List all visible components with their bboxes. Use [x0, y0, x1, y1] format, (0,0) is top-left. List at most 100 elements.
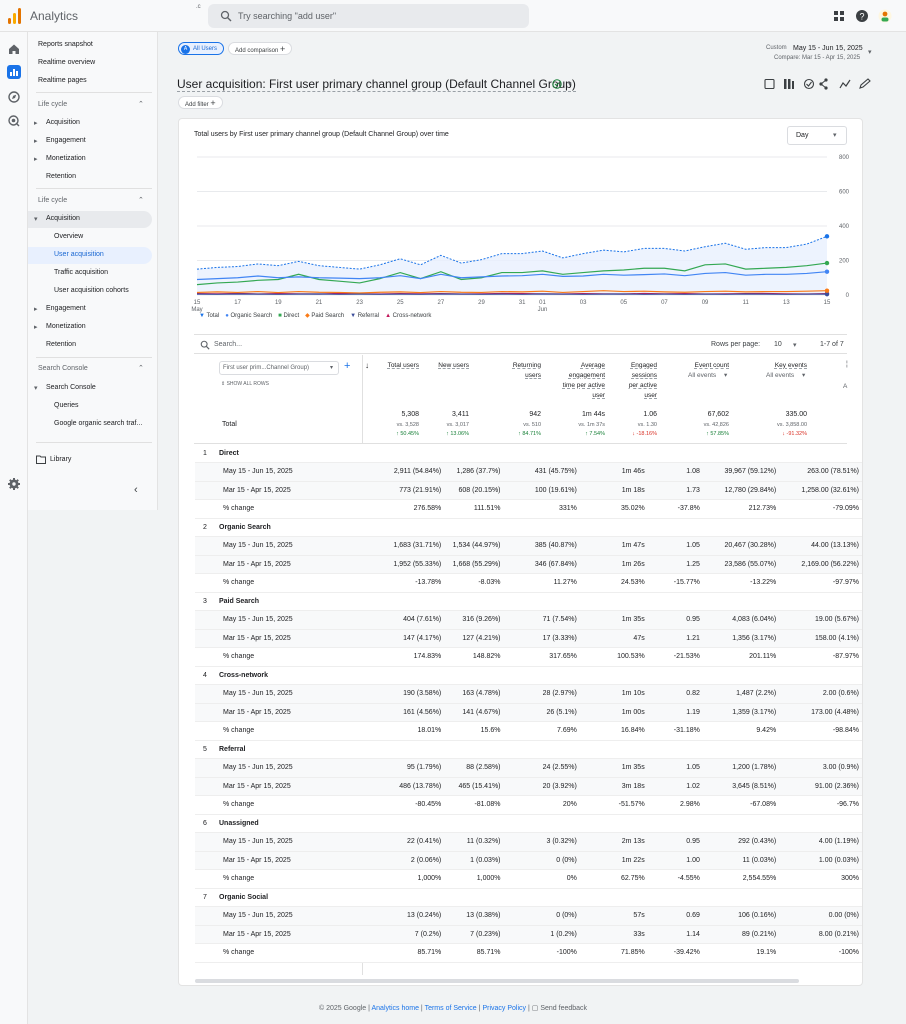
- table-group-row[interactable]: 1 Direct: [195, 444, 862, 463]
- collapse-nav-icon[interactable]: ‹: [134, 484, 138, 496]
- table-group-row[interactable]: 2 Organic Search: [195, 518, 862, 537]
- reports-icon[interactable]: [7, 65, 21, 79]
- all-users-chip[interactable]: A All Users: [178, 42, 225, 55]
- table-row[interactable]: May 15 - Jun 15, 2025 1,683 (31.71%) 1,534…: [195, 536, 862, 555]
- nav-queries[interactable]: Queries: [54, 402, 79, 409]
- column-header[interactable]: New users: [438, 362, 469, 369]
- show-all-rows-button[interactable]: ⇕ SHOW ALL ROWS: [221, 381, 269, 387]
- series-line-direct[interactable]: [196, 262, 828, 286]
- nav-monetization-2[interactable]: Monetization: [46, 323, 86, 330]
- add-filter-button[interactable]: Add filter +: [178, 96, 223, 109]
- table-row[interactable]: May 15 - Jun 15, 2025 2,911 (54.84%) 1,286…: [195, 462, 862, 481]
- nav-retention[interactable]: Retention: [46, 173, 76, 180]
- line-chart[interactable]: 0 200 400 600 800 15 17 19 21 23 25 27 29 31 01 03 05 07 0…: [179, 149, 863, 354]
- table-row[interactable]: May 15 - Jun 15, 2025 22 (0.41%) 11 (0.32%…: [195, 832, 862, 851]
- nav-google-organic-search[interactable]: Google organic search traf...: [54, 420, 143, 427]
- advertising-icon[interactable]: [7, 114, 21, 128]
- granularity-select[interactable]: Day ▾: [787, 126, 847, 145]
- table-row[interactable]: May 15 - Jun 15, 2025 13 (0.24%) 13 (0.38%…: [195, 906, 862, 925]
- add-comparison-button[interactable]: Add comparison +: [228, 42, 293, 55]
- table-row[interactable]: May 15 - Jun 15, 2025 404 (7.61%) 316 (9.2…: [195, 610, 862, 629]
- chevron-up-icon[interactable]: ⌃: [138, 101, 144, 108]
- dropdown-arrow-icon[interactable]: ▾: [724, 372, 728, 379]
- key-events-filter[interactable]: All events: [766, 372, 795, 379]
- series-endpoint-total[interactable]: [824, 234, 830, 239]
- date-dropdown-icon[interactable]: ▾: [868, 49, 872, 56]
- analytics-home-link[interactable]: Analytics home: [371, 1005, 419, 1012]
- nav-acquisition[interactable]: Acquisition: [46, 119, 80, 126]
- nav-acquisition-expanded[interactable]: Acquisition: [46, 215, 80, 222]
- dimension-select[interactable]: First user prim...Channel Group) ▾: [219, 361, 339, 375]
- table-group-row[interactable]: 7 Organic Social: [195, 888, 862, 907]
- table-row[interactable]: % change 276.58% 111.51% 331% 35.02% -37.8% 21…: [195, 499, 862, 518]
- series-line-organic-search[interactable]: [196, 271, 828, 281]
- table-row[interactable]: Mar 15 - Apr 15, 2025 147 (4.17%) 127 (4.2…: [195, 629, 862, 648]
- send-feedback-link[interactable]: Send feedback: [540, 1005, 588, 1012]
- legend-item[interactable]: ● Organic Search: [225, 313, 272, 319]
- apps-icon[interactable]: [832, 9, 846, 23]
- nav-section-search-console[interactable]: Search Console: [38, 365, 88, 372]
- column-header[interactable]: Engaged sessions per active user: [628, 362, 657, 399]
- compare-range[interactable]: Compare: Mar 15 - Apr 15, 2025: [774, 55, 861, 61]
- legend-item[interactable]: ▲ Cross-network: [385, 313, 431, 319]
- date-range[interactable]: May 15 - Jun 15, 2025: [793, 45, 863, 52]
- column-header[interactable]: Average engagement time per active user: [562, 362, 605, 399]
- nav-engagement-2[interactable]: Engagement: [46, 305, 86, 312]
- table-row[interactable]: Mar 15 - Apr 15, 2025 486 (13.78%) 465 (15…: [195, 777, 862, 796]
- table-row[interactable]: % change -13.78% -8.03% 11.27% 24.53% -15.77%…: [195, 573, 862, 592]
- help-icon[interactable]: ?: [855, 9, 869, 23]
- event-count-filter[interactable]: All events: [688, 372, 717, 379]
- nav-realtime-pages[interactable]: Realtime pages: [38, 77, 87, 84]
- column-header[interactable]: Key events: [774, 362, 807, 369]
- horizontal-scrollbar[interactable]: [195, 979, 799, 983]
- nav-traffic-acquisition[interactable]: Traffic acquisition: [54, 269, 109, 276]
- table-row[interactable]: % change 174.83% 148.82% 317.65% 100.53% -21.…: [195, 647, 862, 666]
- title-dropdown-icon[interactable]: ▾: [568, 81, 572, 88]
- home-icon[interactable]: [7, 42, 21, 56]
- column-header[interactable]: Event count: [694, 362, 729, 369]
- terms-link[interactable]: Terms of Service: [424, 1005, 477, 1012]
- dropdown-arrow-icon[interactable]: ▾: [793, 342, 797, 349]
- privacy-link[interactable]: Privacy Policy: [482, 1005, 527, 1012]
- search-input[interactable]: Try searching "add user": [238, 11, 337, 21]
- series-line-total[interactable]: [196, 235, 828, 270]
- nav-retention-2[interactable]: Retention: [46, 341, 76, 348]
- legend-item[interactable]: ▼ Total: [199, 313, 219, 319]
- table-group-row[interactable]: 4 Cross-network: [195, 666, 862, 685]
- nav-engagement[interactable]: Engagement: [46, 137, 86, 144]
- series-line-paid-search[interactable]: [196, 290, 828, 294]
- analytics-logo[interactable]: [8, 8, 22, 24]
- nav-realtime-overview[interactable]: Realtime overview: [38, 59, 96, 66]
- legend-item[interactable]: ◆ Paid Search: [305, 313, 344, 319]
- nav-search-console[interactable]: Search Console: [46, 384, 96, 391]
- table-row[interactable]: % change -80.45% -81.08% 20% -51.57% 2.98% -67…: [195, 795, 862, 814]
- nav-overview[interactable]: Overview: [54, 233, 84, 240]
- check-circle-icon[interactable]: [552, 79, 562, 89]
- table-search-input[interactable]: Search...: [214, 341, 243, 348]
- table-row[interactable]: % change 1,000% 1,000% 0% 62.75% -4.55% 2,554.…: [195, 869, 862, 888]
- chevron-up-icon[interactable]: ⌃: [138, 197, 144, 204]
- series-endpoint-referral[interactable]: [824, 291, 830, 297]
- sort-desc-icon[interactable]: ↓: [365, 361, 369, 370]
- add-dimension-icon[interactable]: +: [344, 360, 351, 372]
- table-row[interactable]: Mar 15 - Apr 15, 2025 7 (0.2%) 7 (0.23%) 1 …: [195, 925, 862, 944]
- chevron-up-icon[interactable]: ⌃: [138, 365, 144, 372]
- table-row[interactable]: % change 85.71% 85.71% -100% 71.85% -39.42% 19…: [195, 943, 862, 962]
- settings-icon[interactable]: [7, 477, 21, 491]
- rows-per-page-select[interactable]: 10: [774, 341, 782, 348]
- search-bar[interactable]: Try searching "add user": [208, 4, 529, 28]
- table-row[interactable]: Mar 15 - Apr 15, 2025 1,952 (55.33%) 1,668…: [195, 555, 862, 574]
- table-row[interactable]: May 15 - Jun 15, 2025 95 (1.79%) 88 (2.58%…: [195, 758, 862, 777]
- legend-item[interactable]: ■ Direct: [278, 313, 299, 319]
- series-endpoint-direct[interactable]: [824, 260, 830, 266]
- series-endpoint-organic-search[interactable]: [824, 269, 830, 274]
- nav-user-acquisition[interactable]: User acquisition: [54, 251, 104, 258]
- explore-icon[interactable]: [7, 90, 21, 104]
- table-row[interactable]: May 15 - Jun 15, 2025 190 (3.58%) 163 (4.7…: [195, 684, 862, 703]
- table-row[interactable]: Mar 15 - Apr 15, 2025 161 (4.56%) 141 (4.6…: [195, 703, 862, 722]
- report-title[interactable]: User acquisition: First user primary cha…: [177, 77, 576, 92]
- table-group-row[interactable]: 6 Unassigned: [195, 814, 862, 833]
- table-row[interactable]: Mar 15 - Apr 15, 2025 773 (21.91%) 608 (20…: [195, 481, 862, 500]
- table-group-row[interactable]: 3 Paid Search: [195, 592, 862, 611]
- nav-library[interactable]: Library: [50, 456, 72, 463]
